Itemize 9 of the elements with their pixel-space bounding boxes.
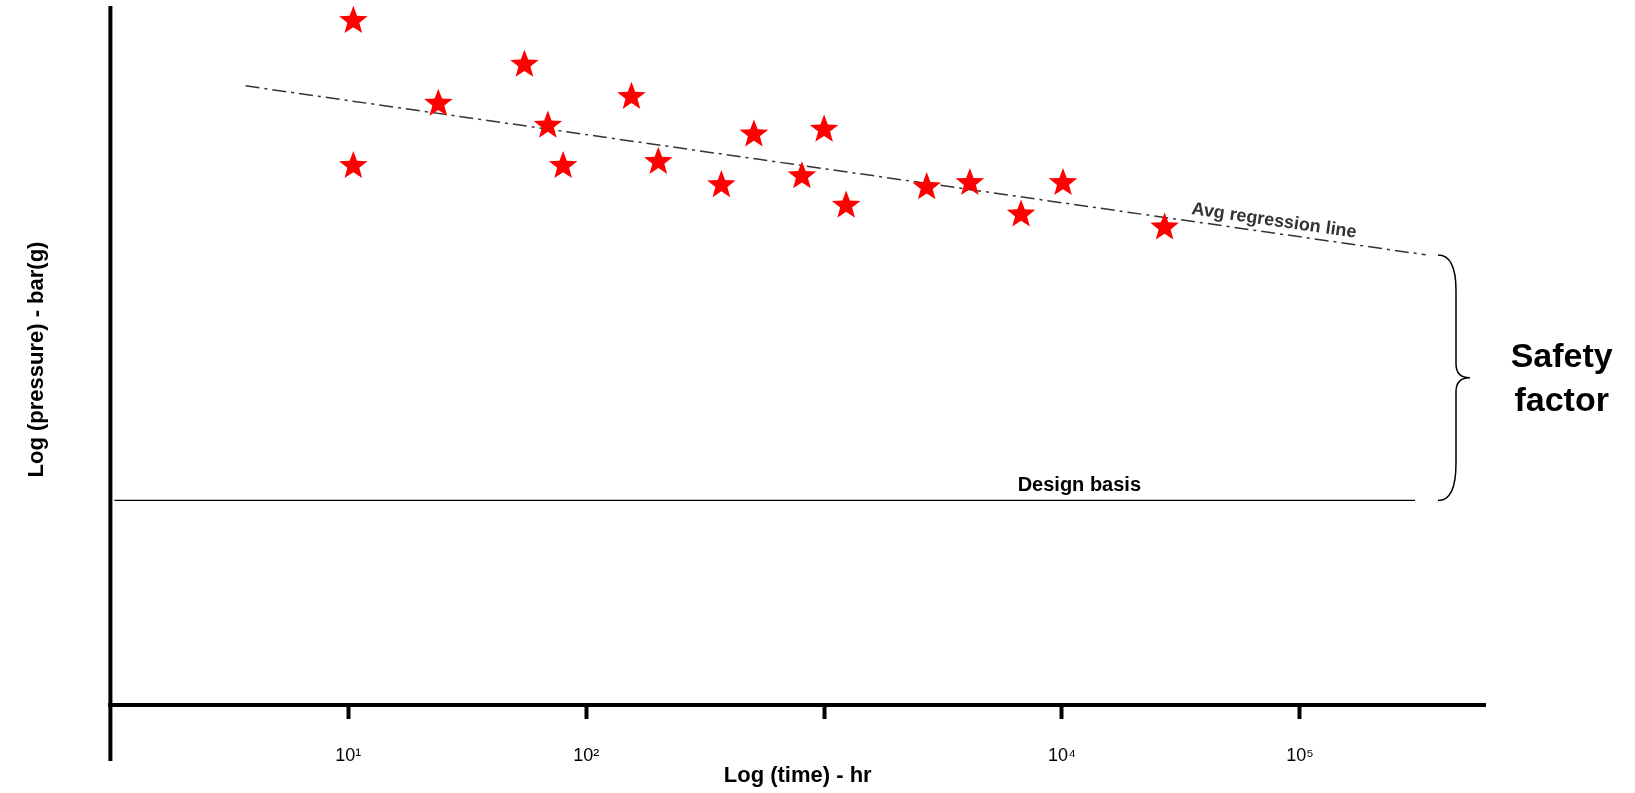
x-axis-title: Log (time) - hr [723,761,873,787]
text: Avg regression line [1190,198,1358,242]
x-tick-label: 10¹ [335,744,362,765]
x-tick-label: 10⁴ [1048,744,1076,765]
text: Safety factor [1510,336,1613,419]
y-axis-title: Log (pressure) - bar(g) [23,241,49,478]
x-tick-label: 10² [573,744,600,765]
x-tick-label: 10⁵ [1286,744,1314,765]
ref-line-label: Design basis [1017,472,1142,495]
